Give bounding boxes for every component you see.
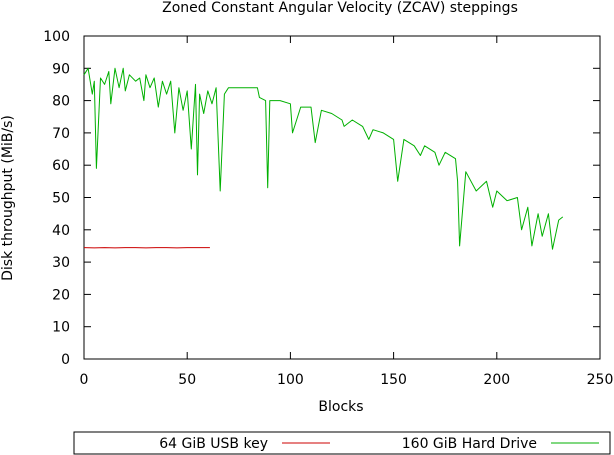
- series-layer: [83, 67, 564, 250]
- y-tick-label: 70: [52, 126, 70, 142]
- legend: 64 GiB USB key 160 GiB Hard Drive: [73, 431, 611, 455]
- y-tick-label: 0: [61, 352, 70, 368]
- legend-box: [73, 431, 611, 455]
- y-tick-label: 80: [52, 94, 70, 110]
- legend-label-hdd: 160 GiB Hard Drive: [402, 436, 537, 452]
- y-tick-label: 30: [52, 255, 70, 271]
- legend-label-usb: 64 GiB USB key: [159, 436, 268, 452]
- x-tick-label: 200: [483, 372, 510, 388]
- x-tick-label: 0: [80, 372, 89, 388]
- y-tick-label: 90: [52, 61, 70, 77]
- x-tick-label: 50: [178, 372, 196, 388]
- x-axis-title: Blocks: [318, 399, 363, 415]
- y-tick-label: 60: [52, 158, 70, 174]
- y-tick-label: 100: [43, 29, 70, 45]
- x-axis: 0 50 100 150 200 250: [80, 36, 614, 388]
- series-line-hdd: [83, 67, 564, 250]
- y-tick-label: 50: [52, 191, 70, 207]
- y-tick-label: 40: [52, 223, 70, 239]
- x-tick-label: 250: [587, 372, 614, 388]
- chart-title: Zoned Constant Angular Velocity (ZCAV) s…: [162, 0, 518, 16]
- x-tick-label: 150: [380, 372, 407, 388]
- y-axis: 0 10 20 30 40 50 60 70 80 90 100: [43, 29, 600, 368]
- y-axis-title: Disk throughput (MiB/s): [0, 115, 16, 281]
- x-tick-label: 100: [277, 372, 304, 388]
- y-tick-label: 20: [52, 287, 70, 303]
- y-tick-label: 10: [52, 320, 70, 336]
